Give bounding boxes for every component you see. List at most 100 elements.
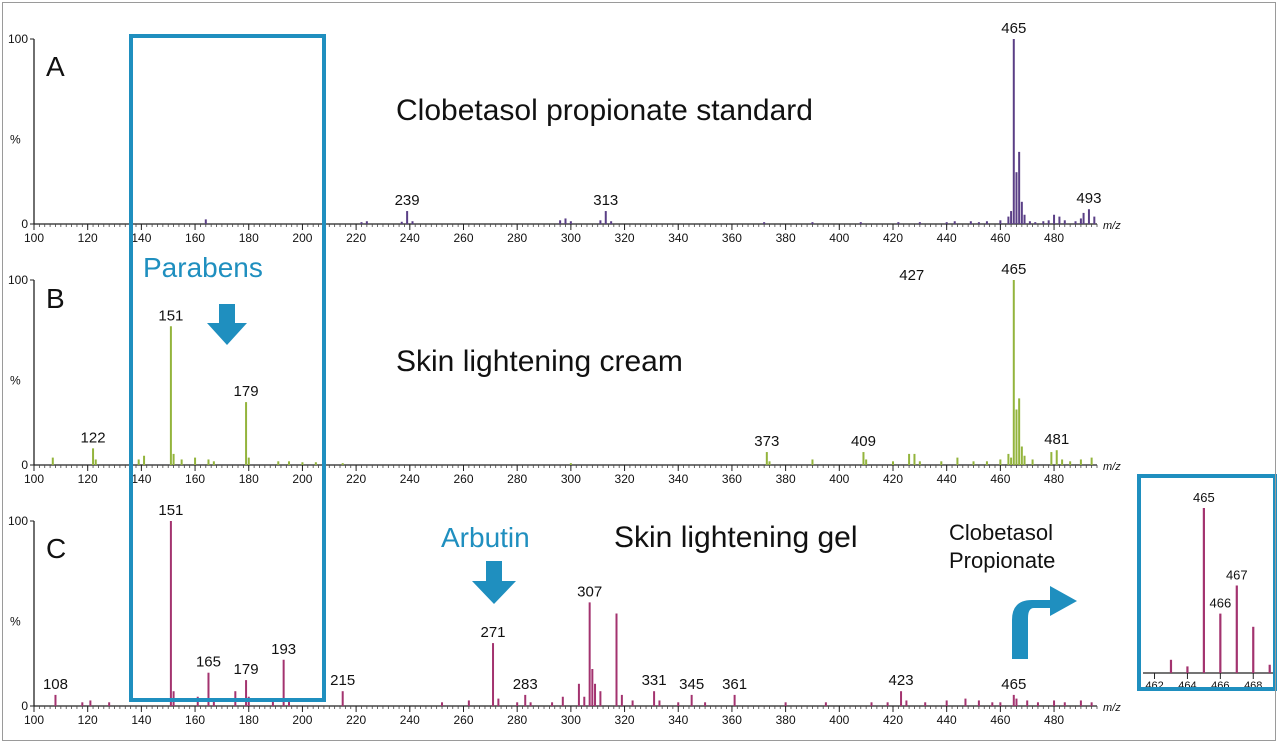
x-tick-label: 380: [776, 713, 796, 727]
x-tick-label: 220: [346, 231, 366, 245]
x-tick-label: 200: [292, 713, 312, 727]
x-tick-label: 100: [24, 713, 44, 727]
x-tick-label: 340: [668, 713, 688, 727]
peak-label: 193: [271, 641, 296, 658]
x-tick-label: 220: [346, 713, 366, 727]
x-tick-label: 400: [829, 713, 849, 727]
x-tick-label: 400: [829, 231, 849, 245]
x-tick-label: 440: [937, 472, 957, 486]
peak-label: 465: [1193, 490, 1215, 505]
x-tick-label: 240: [400, 231, 420, 245]
x-tick-label: 460: [990, 713, 1010, 727]
peak-label: 271: [481, 624, 506, 641]
x-tick-label: 380: [776, 231, 796, 245]
peak-label: 239: [395, 192, 420, 209]
x-tick-label: 240: [400, 472, 420, 486]
x-tick-label: 120: [78, 231, 98, 245]
y-tick-label: 100: [8, 514, 28, 528]
x-axis-label: m/z: [1103, 220, 1121, 232]
x-tick-label: 440: [937, 713, 957, 727]
y-tick-label: 0: [21, 217, 28, 231]
x-tick-label: 340: [668, 472, 688, 486]
x-tick-label: 380: [776, 472, 796, 486]
x-tick-label: 280: [507, 231, 527, 245]
panel-title: Skin lightening gel: [614, 521, 858, 554]
peak-label: 283: [513, 676, 538, 693]
x-tick-label: 300: [561, 472, 581, 486]
x-tick-label: 320: [615, 472, 635, 486]
x-tick-label: 280: [507, 713, 527, 727]
y-axis-label: %: [10, 133, 21, 147]
y-tick-label: 0: [21, 699, 28, 713]
x-tick-label: 280: [507, 472, 527, 486]
x-tick-label: 320: [615, 231, 635, 245]
y-axis-label: %: [10, 615, 21, 629]
x-tick-label: 140: [131, 713, 151, 727]
x-tick-label: 340: [668, 231, 688, 245]
peak-label: 215: [330, 672, 355, 689]
x-tick-label: 440: [937, 231, 957, 245]
x-tick-label: 300: [561, 231, 581, 245]
peak-label: 423: [889, 672, 914, 689]
panel-letter: B: [46, 283, 65, 314]
x-tick-label: 200: [292, 472, 312, 486]
x-tick-label: 160: [185, 472, 205, 486]
x-tick-label: 140: [131, 472, 151, 486]
clobetasol-label-line1: Clobetasol: [949, 520, 1053, 545]
peak-label: 307: [577, 583, 602, 600]
y-tick-label: 100: [8, 273, 28, 287]
x-tick-label: 420: [883, 472, 903, 486]
x-tick-label: 360: [722, 472, 742, 486]
peak-label: 331: [642, 672, 667, 689]
x-tick-label: 220: [346, 472, 366, 486]
x-tick-label: 400: [829, 472, 849, 486]
x-tick-label: 240: [400, 713, 420, 727]
x-tick-label: 480: [1044, 472, 1064, 486]
x-tick-label: 480: [1044, 231, 1064, 245]
peak-label: 409: [851, 433, 876, 450]
clobetasol-label-line2: Propionate: [949, 548, 1055, 573]
x-tick-label: 320: [615, 713, 635, 727]
x-tick-label: 300: [561, 713, 581, 727]
peak-label: 373: [754, 433, 779, 450]
x-tick-label: 360: [722, 713, 742, 727]
x-tick-label: 260: [453, 472, 473, 486]
peak-label: 151: [158, 307, 183, 324]
x-tick-label: 180: [239, 231, 259, 245]
peak-label: 313: [593, 192, 618, 209]
x-tick-label: 420: [883, 713, 903, 727]
peak-label: 465: [1001, 20, 1026, 37]
x-tick-label: 100: [24, 231, 44, 245]
y-tick-label: 100: [8, 32, 28, 46]
panel-title: Skin lightening cream: [396, 345, 683, 378]
peak-label: 481: [1044, 431, 1069, 448]
x-tick-label: 180: [239, 713, 259, 727]
parabens-label: Parabens: [143, 252, 263, 283]
peak-label: 345: [679, 676, 704, 693]
peak-label: 465: [1001, 676, 1026, 693]
parabens-highlight-box: [129, 34, 326, 702]
peak-label: 427: [899, 267, 924, 284]
x-tick-label: 480: [1044, 713, 1064, 727]
peak-label: 466: [1209, 596, 1231, 611]
x-tick-label: 360: [722, 231, 742, 245]
x-tick-label: 460: [990, 231, 1010, 245]
x-tick-label: 120: [78, 713, 98, 727]
panel-letter: A: [46, 51, 65, 82]
peak-label: 493: [1076, 190, 1101, 207]
panel-title: Clobetasol propionate standard: [396, 94, 813, 127]
x-tick-label: 260: [453, 231, 473, 245]
turn-right-arrow-icon: [1012, 586, 1077, 659]
x-tick-label: 420: [883, 231, 903, 245]
peak-label: 151: [158, 502, 183, 519]
peak-label: 122: [81, 429, 106, 446]
x-tick-label: 180: [239, 472, 259, 486]
x-tick-label: 160: [185, 231, 205, 245]
peak-label: 108: [43, 676, 68, 693]
y-axis-label: %: [10, 374, 21, 388]
